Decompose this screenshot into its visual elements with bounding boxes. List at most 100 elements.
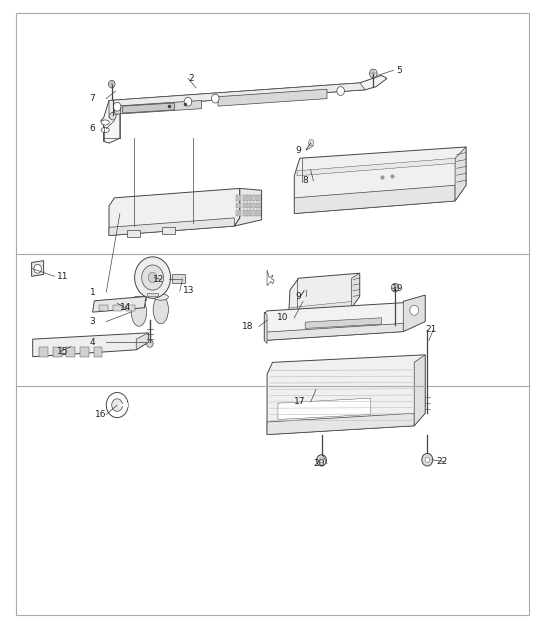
Text: 8: 8 (302, 176, 308, 185)
Bar (259, 210, 261, 216)
Bar (236, 203, 238, 208)
Circle shape (34, 264, 41, 273)
Polygon shape (109, 218, 234, 236)
Polygon shape (136, 333, 148, 350)
Ellipse shape (101, 120, 110, 125)
Bar (172, 274, 185, 283)
Circle shape (184, 97, 192, 106)
Text: 7: 7 (89, 94, 95, 103)
Polygon shape (264, 323, 403, 340)
Polygon shape (123, 103, 174, 113)
Ellipse shape (153, 295, 168, 324)
Text: 9: 9 (295, 146, 301, 154)
Bar (127, 230, 140, 237)
Circle shape (148, 273, 157, 283)
Text: 11: 11 (57, 272, 69, 281)
Circle shape (211, 94, 219, 103)
Bar (243, 203, 245, 208)
Text: 19: 19 (392, 284, 404, 293)
Bar (99, 305, 108, 311)
Polygon shape (101, 75, 387, 143)
Bar (259, 195, 261, 201)
Circle shape (391, 283, 399, 292)
Bar (239, 195, 241, 201)
Polygon shape (403, 295, 425, 332)
Polygon shape (33, 333, 148, 357)
Circle shape (425, 457, 429, 462)
Bar (113, 305, 122, 311)
Text: 14: 14 (120, 303, 131, 312)
Polygon shape (289, 301, 352, 314)
Text: 20: 20 (313, 459, 325, 468)
Bar (243, 210, 245, 216)
Bar (249, 195, 251, 201)
Bar (252, 203, 255, 208)
Circle shape (370, 69, 377, 78)
Bar (239, 203, 241, 208)
Bar (243, 195, 245, 201)
Circle shape (108, 80, 115, 88)
Bar (246, 203, 248, 208)
Ellipse shape (153, 294, 168, 300)
Polygon shape (264, 312, 267, 344)
Polygon shape (147, 293, 158, 296)
Text: 10: 10 (277, 313, 289, 322)
Bar (162, 227, 175, 234)
Text: 1: 1 (89, 288, 95, 296)
Bar (236, 195, 238, 201)
Polygon shape (114, 100, 202, 114)
Wedge shape (117, 403, 128, 407)
Circle shape (302, 287, 307, 293)
Bar (39, 347, 48, 357)
Polygon shape (267, 270, 274, 286)
Polygon shape (109, 188, 240, 236)
Polygon shape (267, 413, 414, 435)
Polygon shape (218, 89, 327, 106)
Polygon shape (455, 147, 466, 201)
Bar (80, 347, 89, 357)
Text: 6: 6 (89, 124, 95, 133)
Ellipse shape (101, 127, 110, 133)
Circle shape (135, 257, 171, 298)
Polygon shape (289, 273, 360, 314)
Ellipse shape (131, 296, 147, 303)
Polygon shape (234, 188, 262, 226)
Bar (246, 210, 248, 216)
Text: 16: 16 (95, 410, 107, 419)
Text: 17: 17 (294, 398, 305, 406)
Bar (239, 210, 241, 216)
Text: 13: 13 (183, 286, 194, 295)
Text: 22: 22 (436, 457, 447, 466)
Bar (256, 210, 258, 216)
Bar (246, 195, 248, 201)
Polygon shape (294, 147, 466, 214)
Circle shape (319, 458, 324, 463)
Bar (256, 195, 258, 201)
Text: 5: 5 (397, 66, 403, 75)
Polygon shape (109, 83, 365, 118)
Bar (236, 210, 238, 216)
Circle shape (147, 340, 153, 347)
Polygon shape (267, 355, 425, 435)
Bar (259, 203, 261, 208)
Text: 4: 4 (90, 338, 95, 347)
Bar (94, 347, 102, 357)
Text: 9: 9 (295, 292, 301, 301)
Text: 15: 15 (57, 347, 69, 356)
Ellipse shape (131, 298, 147, 327)
Circle shape (337, 87, 344, 95)
Bar (256, 203, 258, 208)
Text: 3: 3 (89, 317, 95, 326)
Polygon shape (93, 296, 146, 312)
Polygon shape (352, 273, 360, 308)
Circle shape (142, 265, 164, 290)
Circle shape (317, 455, 326, 466)
Polygon shape (305, 318, 382, 328)
Bar (66, 347, 75, 357)
Bar (249, 210, 251, 216)
Circle shape (112, 399, 123, 411)
Polygon shape (414, 355, 425, 426)
Polygon shape (294, 185, 455, 214)
Polygon shape (264, 295, 425, 340)
Bar (249, 203, 251, 208)
